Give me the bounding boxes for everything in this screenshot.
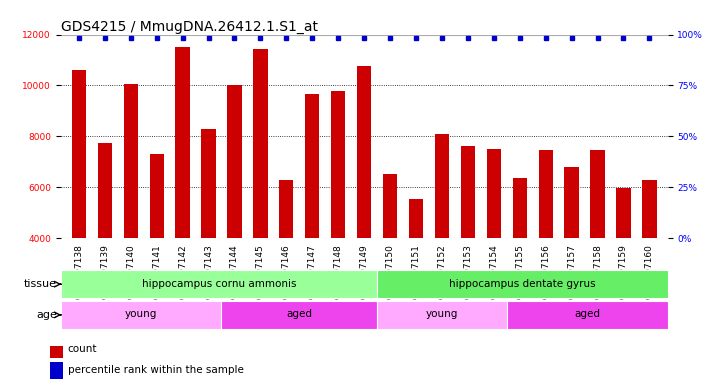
Bar (221, 301, 377, 329)
Bar (377, 301, 507, 329)
Text: GDS4215 / MmugDNA.26412.1.S1_at: GDS4215 / MmugDNA.26412.1.S1_at (61, 20, 318, 33)
Bar (507, 301, 668, 329)
Bar (305, 94, 319, 340)
Bar (643, 180, 657, 340)
Text: percentile rank within the sample: percentile rank within the sample (68, 365, 243, 375)
Bar (487, 149, 501, 340)
Bar (227, 86, 241, 340)
Bar (331, 91, 346, 340)
Text: age: age (36, 310, 57, 320)
Bar (357, 66, 371, 340)
Text: tissue: tissue (24, 279, 57, 289)
Text: count: count (68, 344, 97, 354)
Text: aged: aged (286, 309, 312, 319)
Bar (513, 178, 527, 340)
Bar (435, 134, 449, 340)
Bar (377, 270, 668, 298)
Bar (61, 270, 377, 298)
Bar (176, 47, 190, 340)
Text: young: young (426, 309, 458, 319)
Bar (616, 189, 630, 340)
Bar (201, 129, 216, 340)
Text: aged: aged (574, 309, 600, 319)
Bar (538, 150, 553, 340)
Bar (50, 341, 63, 358)
Bar (565, 167, 579, 340)
Bar (98, 143, 112, 340)
Text: hippocampus cornu ammonis: hippocampus cornu ammonis (141, 278, 296, 288)
Bar (124, 84, 138, 340)
Text: hippocampus dentate gyrus: hippocampus dentate gyrus (449, 278, 595, 288)
Bar (279, 180, 293, 340)
Bar (253, 48, 268, 340)
Bar (50, 362, 63, 379)
Bar (61, 301, 221, 329)
Text: young: young (125, 309, 157, 319)
Bar (461, 147, 475, 340)
Bar (383, 174, 397, 340)
Bar (590, 150, 605, 340)
Bar (71, 70, 86, 340)
Bar (149, 154, 164, 340)
Bar (409, 199, 423, 340)
